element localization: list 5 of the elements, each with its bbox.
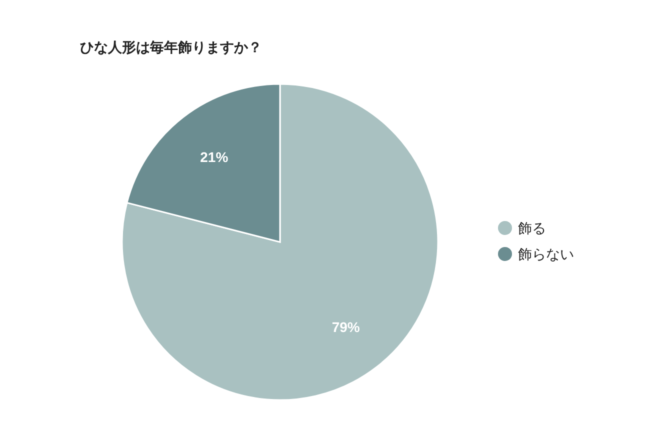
legend-label: 飾る [518,220,546,236]
data-label: 79% [332,318,360,335]
legend-label: 飾らない [518,246,574,262]
chart-title: ひな人形は毎年飾りますか？ [80,39,262,55]
data-label: 21% [200,149,229,166]
